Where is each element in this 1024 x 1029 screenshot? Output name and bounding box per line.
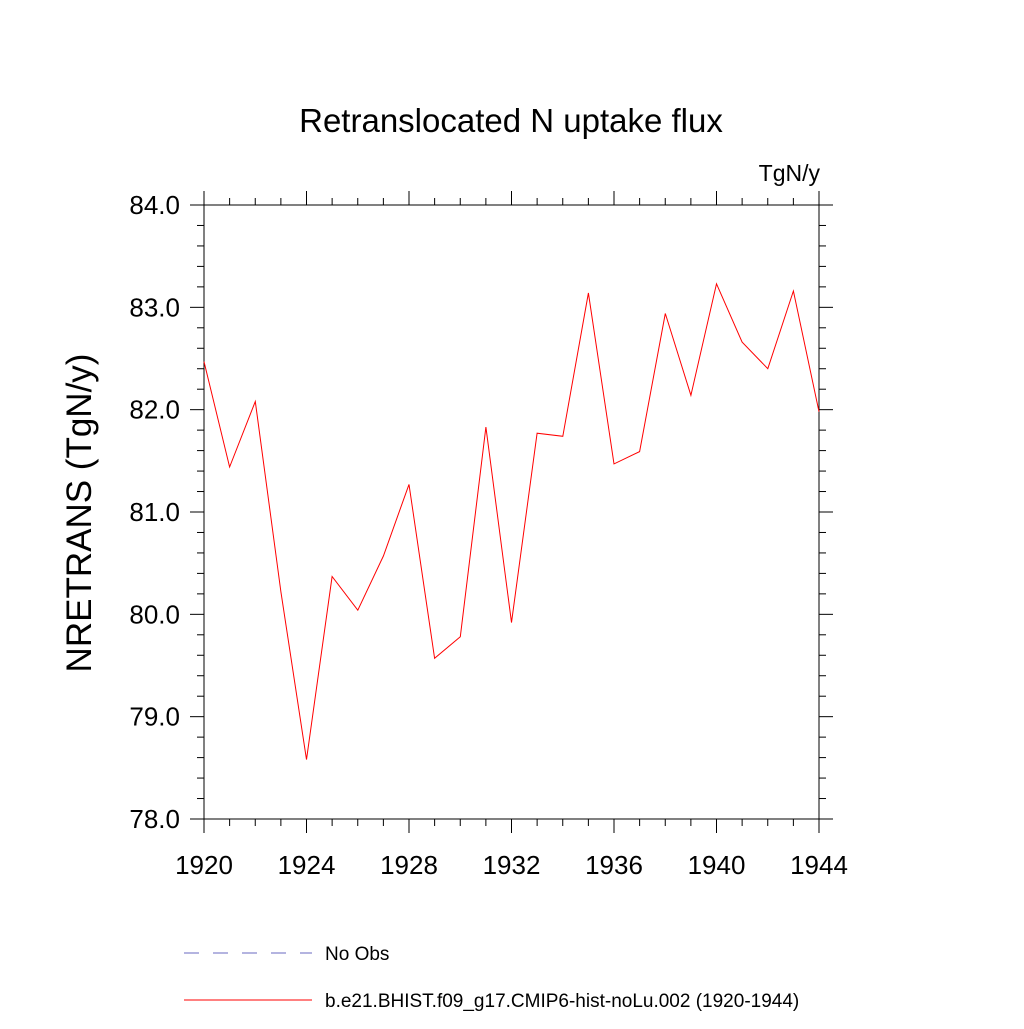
x-tick-label: 1924 [278,850,336,880]
legend-label: b.e21.BHIST.f09_g17.CMIP6-hist-noLu.002 … [325,991,799,1012]
x-tick-label: 1928 [380,850,438,880]
legend: No Obs b.e21.BHIST.f09_g17.CMIP6-hist-noL… [184,944,799,1012]
plot-frame [203,204,820,820]
y-axis-label: NRETRANS (TgN/y) [60,354,99,673]
chart-title: Retranslocated N uptake flux [299,102,723,139]
x-tick-label: 1944 [790,850,848,880]
y-tick-label: 82.0 [129,395,180,425]
y-tick-label: 79.0 [129,702,180,732]
units-label: TgN/y [759,160,821,186]
y-tick-label: 84.0 [129,190,180,220]
y-tick-label: 78.0 [129,804,180,834]
series-line-0 [203,282,820,760]
y-tick-label: 81.0 [129,497,180,527]
x-tick-label: 1932 [483,850,541,880]
y-tick-label: 83.0 [129,292,180,322]
axes: 1920 1924 1928 1932 1936 1940 1944 78.0 79.0 80.0… [129,190,848,880]
y-tick-label: 80.0 [129,599,180,629]
x-tick-label: 1940 [688,850,746,880]
legend-label: No Obs [325,944,389,965]
x-tick-label: 1920 [175,850,233,880]
x-tick-label: 1936 [585,850,643,880]
series-layer [203,282,820,760]
